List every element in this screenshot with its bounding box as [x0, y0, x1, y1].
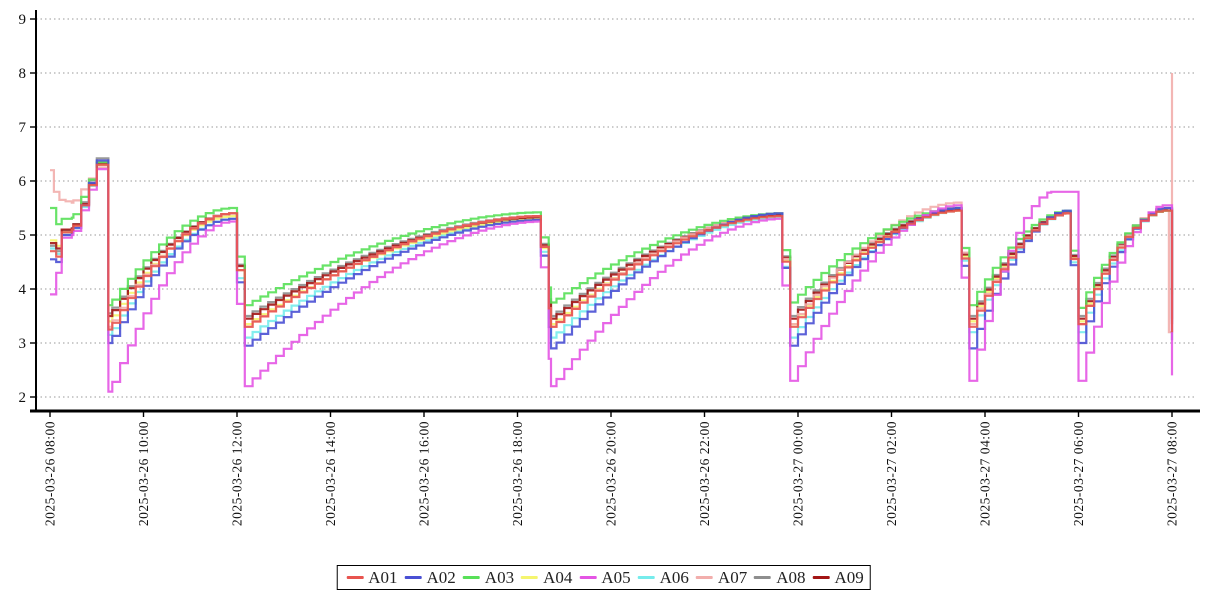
series-line-A09 [50, 162, 1174, 325]
y-tick-label: 2 [19, 390, 27, 406]
legend-item-A09: A09 [805, 568, 864, 587]
x-tick-label: 2025-03-27 00:00 [791, 421, 806, 526]
x-tick-label: 2025-03-26 16:00 [417, 421, 432, 526]
y-tick-label: 7 [19, 120, 27, 136]
x-tick-label: 2025-03-26 18:00 [510, 421, 525, 526]
x-tick-label: 2025-03-26 10:00 [136, 421, 151, 526]
legend-label: A02 [426, 568, 456, 587]
x-tick-label: 2025-03-27 02:00 [884, 421, 899, 526]
legend-label: A03 [484, 568, 515, 587]
legend-swatch-A05 [579, 575, 597, 580]
legend-swatch-A04 [521, 575, 539, 580]
legend-item-A04: A04 [514, 569, 572, 586]
legend-swatch-A02 [404, 575, 422, 580]
legend-item-A07: A07 [689, 569, 747, 586]
x-tick-label: 2025-03-26 22:00 [697, 421, 712, 526]
legend-item-A02: A02 [398, 569, 456, 586]
legend-label: A01 [368, 568, 398, 587]
series-line-A04 [50, 163, 1174, 326]
legend-label: A07 [717, 568, 748, 587]
legend-swatch-A07 [695, 575, 713, 580]
legend-item-A08: A08 [747, 569, 805, 586]
legend-swatch-A01 [346, 575, 364, 580]
legend-label: A06 [659, 568, 689, 587]
y-tick-label: 9 [19, 12, 27, 28]
x-tick-label: 2025-03-27 04:00 [978, 421, 993, 526]
y-tick-label: 8 [19, 66, 27, 82]
y-tick-label: 6 [19, 174, 27, 190]
legend-item-A03: A03 [456, 569, 514, 586]
y-tick-label: 3 [19, 336, 27, 352]
y-tick-label: 5 [19, 228, 27, 244]
legend-item-A06: A06 [631, 569, 689, 586]
y-tick-label: 4 [19, 282, 27, 298]
legend-item-A05: A05 [572, 568, 631, 587]
legend-label: A08 [776, 568, 806, 587]
series-line-A01 [50, 163, 1174, 333]
x-tick-label: 2025-03-26 08:00 [43, 421, 58, 526]
x-tick-label: 2025-03-27 08:00 [1165, 421, 1180, 526]
legend-swatch-A09 [812, 575, 830, 580]
legend-item-A01: A01 [339, 568, 398, 587]
x-tick-label: 2025-03-26 20:00 [604, 421, 619, 526]
x-tick-label: 2025-03-26 14:00 [323, 421, 338, 526]
legend-label: A05 [601, 568, 631, 587]
legend-swatch-A03 [462, 575, 480, 580]
x-tick-label: 2025-03-26 12:00 [230, 421, 245, 526]
legend: A01 A02 A03 A04 A05 A06 A07 A08 A09 [336, 565, 871, 590]
series-line-A06 [50, 163, 1174, 339]
legend-label: A09 [834, 568, 864, 587]
legend-swatch-A08 [754, 575, 772, 580]
legend-label: A04 [543, 568, 573, 587]
x-tick-label: 2025-03-27 06:00 [1071, 421, 1086, 526]
legend-swatch-A06 [637, 575, 655, 580]
